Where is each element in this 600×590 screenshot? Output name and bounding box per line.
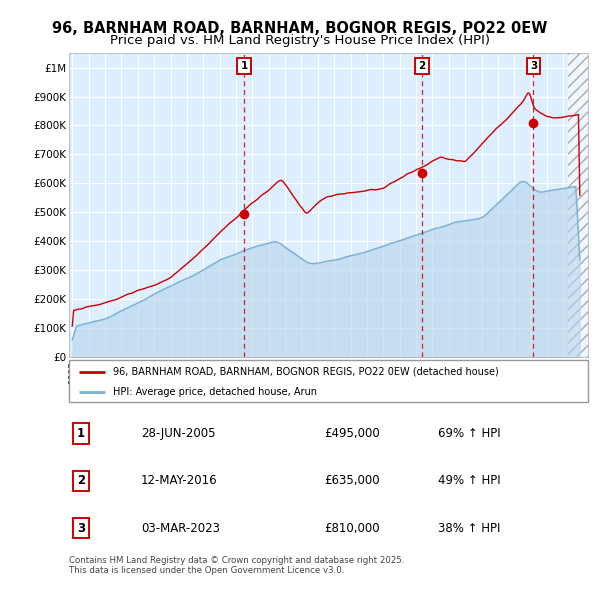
- Text: 3: 3: [530, 61, 537, 71]
- Text: 69% ↑ HPI: 69% ↑ HPI: [438, 427, 500, 440]
- Text: £635,000: £635,000: [324, 474, 380, 487]
- Text: 1: 1: [77, 427, 85, 440]
- Text: Price paid vs. HM Land Registry's House Price Index (HPI): Price paid vs. HM Land Registry's House …: [110, 34, 490, 47]
- Text: 96, BARNHAM ROAD, BARNHAM, BOGNOR REGIS, PO22 0EW (detached house): 96, BARNHAM ROAD, BARNHAM, BOGNOR REGIS,…: [113, 367, 499, 377]
- Text: 1: 1: [241, 61, 248, 71]
- Text: £810,000: £810,000: [324, 522, 380, 535]
- Text: 2: 2: [418, 61, 425, 71]
- Text: 3: 3: [77, 522, 85, 535]
- Text: 49% ↑ HPI: 49% ↑ HPI: [438, 474, 500, 487]
- Text: 38% ↑ HPI: 38% ↑ HPI: [438, 522, 500, 535]
- Polygon shape: [568, 53, 588, 357]
- FancyBboxPatch shape: [69, 360, 588, 402]
- Text: 2: 2: [77, 474, 85, 487]
- Text: 96, BARNHAM ROAD, BARNHAM, BOGNOR REGIS, PO22 0EW: 96, BARNHAM ROAD, BARNHAM, BOGNOR REGIS,…: [52, 21, 548, 35]
- Text: 03-MAR-2023: 03-MAR-2023: [141, 522, 220, 535]
- Text: £495,000: £495,000: [324, 427, 380, 440]
- Text: 12-MAY-2016: 12-MAY-2016: [141, 474, 218, 487]
- Text: Contains HM Land Registry data © Crown copyright and database right 2025.
This d: Contains HM Land Registry data © Crown c…: [69, 556, 404, 575]
- Text: HPI: Average price, detached house, Arun: HPI: Average price, detached house, Arun: [113, 387, 317, 396]
- Text: 28-JUN-2005: 28-JUN-2005: [141, 427, 215, 440]
